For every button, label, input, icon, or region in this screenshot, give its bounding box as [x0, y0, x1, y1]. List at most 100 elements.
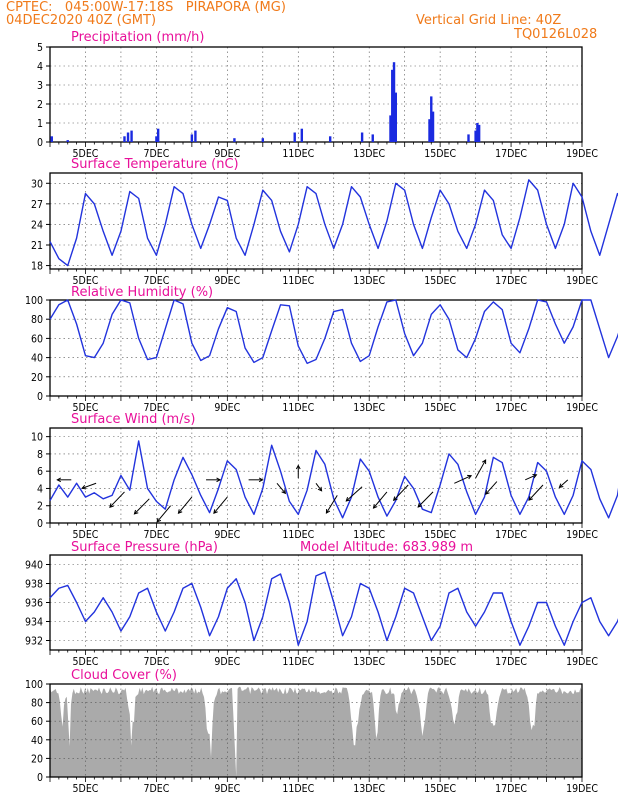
- x-tick-label: 5DEC: [73, 656, 99, 668]
- x-tick-label: 13DEC: [353, 656, 385, 668]
- x-tick-label: 5DEC: [73, 402, 99, 414]
- precip-bar: [360, 132, 364, 142]
- x-tick-label: 5DEC: [73, 783, 99, 795]
- wind-arrow-head: [345, 497, 351, 502]
- wind-arrow-head: [295, 464, 301, 470]
- y-tick-label: 27: [31, 199, 43, 211]
- panel-title: Precipitation (mm/h): [71, 30, 204, 45]
- x-tick-label: 5DEC: [73, 275, 99, 287]
- panel-title: Cloud Cover (%): [71, 668, 177, 683]
- wind-arrow-head: [109, 503, 114, 508]
- wind-arrow-shaft: [454, 475, 472, 484]
- wind-arrow-head: [528, 496, 533, 501]
- wind-arrow-shaft: [525, 474, 537, 481]
- header-model-code: TQ0126L028: [514, 27, 598, 42]
- x-tick-label: 9DEC: [214, 656, 240, 668]
- x-tick-label: 5DEC: [73, 529, 99, 541]
- x-tick-label: 11DEC: [282, 402, 314, 414]
- x-tick-label: 5DEC: [73, 148, 99, 160]
- wind-arrow-head: [81, 484, 87, 490]
- x-tick-label: 13DEC: [353, 783, 385, 795]
- wind-arrow-head: [532, 473, 538, 479]
- y-tick-label: 80: [31, 698, 43, 710]
- y-tick-label: 24: [31, 219, 43, 231]
- wind-arrow-head: [558, 483, 564, 489]
- wind-arrow-head: [372, 504, 378, 509]
- precip-bar: [392, 62, 396, 143]
- precip-bar: [474, 130, 477, 142]
- x-tick-label: 9DEC: [214, 402, 240, 414]
- precip-bar: [300, 128, 304, 142]
- y-tick-label: 2: [37, 99, 43, 111]
- wind-arrow-shaft: [81, 482, 97, 489]
- y-tick-label: 4: [37, 61, 43, 73]
- wind-arrow-head: [467, 474, 473, 480]
- series-line: [49, 179, 618, 267]
- precip-bar: [428, 119, 431, 142]
- wind-arrow-head: [177, 509, 183, 515]
- x-tick-label: 17DEC: [495, 275, 527, 287]
- y-tick-label: 938: [25, 579, 43, 591]
- series-line: [49, 440, 618, 519]
- x-tick-label: 15DEC: [424, 275, 456, 287]
- wind-arrow-shaft: [528, 484, 544, 501]
- precip-bar: [391, 69, 394, 142]
- series-line: [49, 299, 618, 365]
- wind-arrow-head: [317, 486, 323, 492]
- precip-bar: [371, 134, 374, 142]
- wind-arrow-shaft: [134, 498, 150, 515]
- wind-arrow-head: [392, 496, 398, 502]
- x-tick-label: 7DEC: [143, 402, 169, 414]
- y-tick-label: 100: [25, 295, 43, 307]
- x-tick-label: 17DEC: [495, 148, 527, 160]
- precip-bar: [123, 136, 126, 142]
- x-tick-label: 15DEC: [424, 402, 456, 414]
- y-tick-label: 0: [37, 518, 43, 530]
- wind-arrow-head: [133, 509, 139, 515]
- header-date: 04DEC2020 40Z (GMT): [6, 13, 157, 28]
- panel-3: [46, 299, 618, 401]
- x-tick-label: 11DEC: [282, 148, 314, 160]
- precip-bar: [389, 115, 392, 142]
- precip-bar: [293, 132, 296, 142]
- y-tick-label: 18: [31, 261, 43, 273]
- wind-arrow-shaft: [156, 505, 171, 523]
- x-tick-label: 15DEC: [424, 148, 456, 160]
- y-tick-label: 40: [31, 735, 43, 747]
- panel-frame: [49, 46, 583, 143]
- panel-frame: [49, 427, 583, 524]
- x-tick-label: 7DEC: [143, 275, 169, 287]
- x-tick-label: 19DEC: [566, 275, 598, 287]
- x-tick-label: 9DEC: [214, 148, 240, 160]
- wind-arrow-head: [484, 490, 490, 495]
- precip-bar: [394, 92, 397, 142]
- x-tick-label: 7DEC: [143, 783, 169, 795]
- x-tick-label: 15DEC: [424, 783, 456, 795]
- precip-bar: [130, 130, 133, 142]
- x-tick-label: 19DEC: [566, 529, 598, 541]
- wind-arrow-head: [156, 517, 162, 523]
- y-tick-label: 40: [31, 353, 43, 365]
- panel-1: [46, 46, 583, 147]
- wind-arrow-shaft: [485, 481, 498, 495]
- precip-bar: [190, 134, 194, 142]
- y-tick-label: 934: [25, 617, 43, 629]
- y-tick-label: 940: [25, 560, 43, 572]
- wind-arrow-shaft: [475, 459, 487, 479]
- wind-arrow-head: [281, 489, 287, 495]
- wind-arrow-shaft: [178, 496, 193, 514]
- y-tick-label: 2: [37, 501, 43, 513]
- precip-bar: [50, 136, 53, 142]
- panel-4: [46, 427, 618, 528]
- y-tick-label: 4: [37, 483, 43, 495]
- x-tick-label: 13DEC: [353, 402, 385, 414]
- x-tick-label: 11DEC: [282, 529, 314, 541]
- panel-frame: [49, 299, 583, 397]
- x-tick-label: 17DEC: [495, 402, 527, 414]
- y-tick-label: 6: [37, 466, 43, 478]
- x-tick-label: 7DEC: [143, 656, 169, 668]
- precip-bar: [431, 111, 435, 142]
- wind-arrow-head: [213, 509, 218, 515]
- x-tick-label: 7DEC: [143, 148, 169, 160]
